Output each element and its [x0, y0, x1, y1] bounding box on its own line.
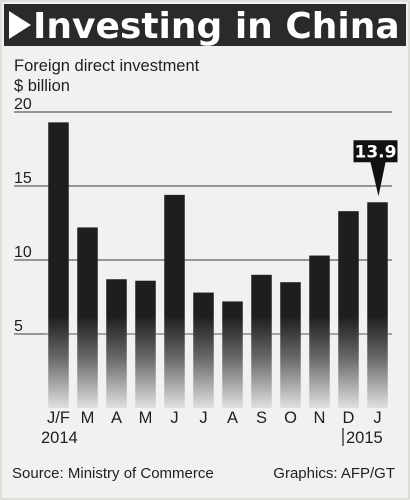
x-tick-label: N [314, 409, 326, 427]
highlight-callout: 13.9 [353, 140, 398, 197]
bar-fade-overlay [44, 316, 392, 408]
graphics-credit: Graphics: AFP/GT [273, 465, 395, 482]
x-tick-label: O [284, 409, 297, 427]
chart-title: Investing in China [33, 6, 400, 47]
y-axis-tick-labels: 5 10 15 20 [14, 96, 32, 335]
callout-box [353, 140, 398, 197]
x-tick-label: J/F [47, 409, 70, 427]
x-tick-label: S [256, 409, 267, 427]
y-tick-label: 5 [14, 318, 23, 335]
x-tick-label: J [199, 409, 207, 427]
title-arrow-icon [9, 11, 31, 39]
x-tick-label: J [373, 409, 381, 427]
x-axis-tick-labels: J/F M A M J J A S O N D J [47, 409, 382, 427]
year-label-2015: 2015 [346, 429, 383, 447]
x-tick-label: J [170, 409, 178, 427]
y-tick-label: 15 [14, 170, 32, 187]
x-tick-label: M [139, 409, 153, 427]
source-note: Source: Ministry of Commerce [12, 465, 214, 482]
x-tick-label: A [111, 409, 122, 427]
chart-subtitle-line-2: $ billion [14, 77, 70, 95]
y-tick-label: 10 [14, 244, 32, 261]
y-tick-label: 20 [14, 96, 32, 113]
year-label-2014: 2014 [41, 429, 78, 447]
x-tick-label: A [227, 409, 238, 427]
x-tick-label: M [81, 409, 95, 427]
x-tick-label: D [343, 409, 355, 427]
chart-subtitle-line-1: Foreign direct investment [14, 57, 200, 75]
title-band [4, 4, 406, 46]
callout-value-label: 13.9 [355, 142, 397, 162]
